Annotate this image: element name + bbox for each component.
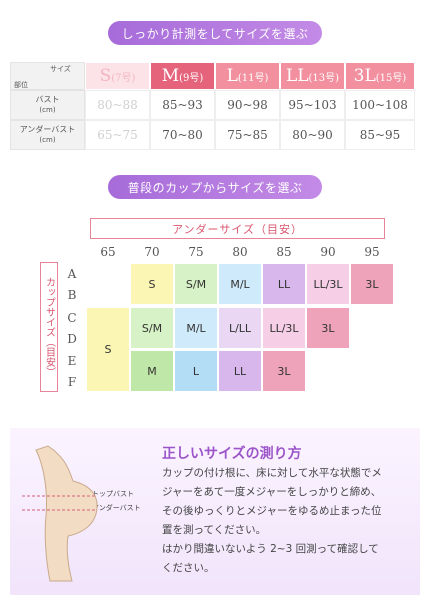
- table-cell: 95~103: [280, 90, 345, 120]
- body-illustration: [22, 445, 98, 582]
- under-label: アンダーバスト: [92, 504, 141, 512]
- size-cell: 3L: [351, 264, 393, 304]
- size-cell: 3L: [263, 351, 305, 391]
- size-cell: LL: [263, 264, 305, 304]
- size-cell: M: [131, 351, 173, 391]
- info-line: 置を測ってください。: [162, 524, 267, 536]
- size-cell: S/M: [131, 308, 173, 348]
- size-label: S: [99, 66, 112, 86]
- top-label: トップバスト: [92, 490, 134, 498]
- size-label: 3L: [353, 66, 376, 86]
- info-line: ジャーをあて一度メジャーをしっかりと締め、: [162, 486, 382, 498]
- size-cell: M/L: [219, 264, 261, 304]
- row-name: アンダーバスト: [19, 125, 76, 134]
- table-cell: 80~90: [280, 120, 345, 150]
- corner: [10, 62, 85, 90]
- corner-bottom: 部位: [14, 81, 28, 89]
- table-cell: 100~108: [345, 90, 415, 120]
- under-size: 90: [320, 245, 336, 259]
- row-label: アンダーバスト (cm): [10, 120, 85, 150]
- heading: 普段のカップからサイズを選ぶ: [108, 175, 322, 199]
- size-note: (11号): [237, 72, 269, 84]
- info-line: ください。: [162, 562, 215, 574]
- size-cell: LL/3L: [263, 308, 305, 348]
- size-label: L: [226, 66, 238, 86]
- row-unit: (cm): [39, 136, 56, 144]
- row-label: バスト (cm): [10, 90, 85, 120]
- corner-top: サイズ: [50, 65, 71, 73]
- size-cell: L: [175, 351, 217, 391]
- table-cell: 90~98: [215, 90, 280, 120]
- info-line: はかり間違いないよう 2~3 回測って確認して: [162, 543, 379, 555]
- size-cell: S: [131, 264, 173, 304]
- size-note: (9号): [179, 72, 204, 84]
- size-cell: L/LL: [219, 308, 261, 348]
- under-size: 95: [364, 245, 380, 259]
- size-cell: 3L: [307, 308, 349, 348]
- size-header: L (11号): [215, 62, 280, 90]
- under-size: 80: [232, 245, 248, 259]
- size-cell: M/L: [175, 308, 217, 348]
- table-cell: 65~75: [85, 120, 150, 150]
- size-cell: S/M: [175, 264, 217, 304]
- under-size: 65: [100, 245, 116, 259]
- cup-title: カップサイズ（目安）: [40, 262, 58, 392]
- under-title: アンダーサイズ（目安）: [90, 218, 385, 239]
- cup-label: E: [67, 353, 77, 368]
- size-header: M (9号): [150, 62, 215, 90]
- size-label: LL: [285, 66, 309, 86]
- size-header: S (7号): [85, 62, 150, 90]
- info-title: 正しいサイズの測り方: [162, 446, 302, 462]
- info-line: その後ゆっくりとメジャーをゆるめ止まった位: [162, 505, 382, 517]
- under-size: 75: [188, 245, 204, 259]
- size-note: (7号): [111, 72, 136, 84]
- table-cell: 80~88: [85, 90, 150, 120]
- info-line: カップの付け根に、床に対して水平な状態でメ: [162, 467, 382, 479]
- row-unit: (cm): [39, 106, 56, 114]
- size-header: LL (13号): [280, 62, 345, 90]
- cup-label: B: [67, 287, 77, 302]
- size-note: (15号): [375, 72, 407, 84]
- cup-label: F: [67, 374, 77, 389]
- table-cell: 70~80: [150, 120, 215, 150]
- row-name: バスト: [35, 95, 60, 104]
- torso: [35, 445, 98, 582]
- size-label: M: [161, 66, 180, 86]
- under-size: 70: [144, 245, 160, 259]
- size-cell: S: [87, 308, 129, 391]
- size-cell: LL: [219, 351, 261, 391]
- cup-label: A: [67, 266, 77, 281]
- cup-label: C: [67, 310, 77, 325]
- under-size: 85: [276, 245, 292, 259]
- size-note: (13号): [308, 72, 340, 84]
- table-cell: 85~95: [345, 120, 415, 150]
- heading: しっかり計測をしてサイズを選ぶ: [108, 21, 322, 45]
- size-cell: LL/3L: [307, 264, 349, 304]
- table-cell: 85~93: [150, 90, 215, 120]
- table-cell: 75~85: [215, 120, 280, 150]
- cup-label: D: [67, 331, 77, 346]
- size-header: 3L (15号): [345, 62, 415, 90]
